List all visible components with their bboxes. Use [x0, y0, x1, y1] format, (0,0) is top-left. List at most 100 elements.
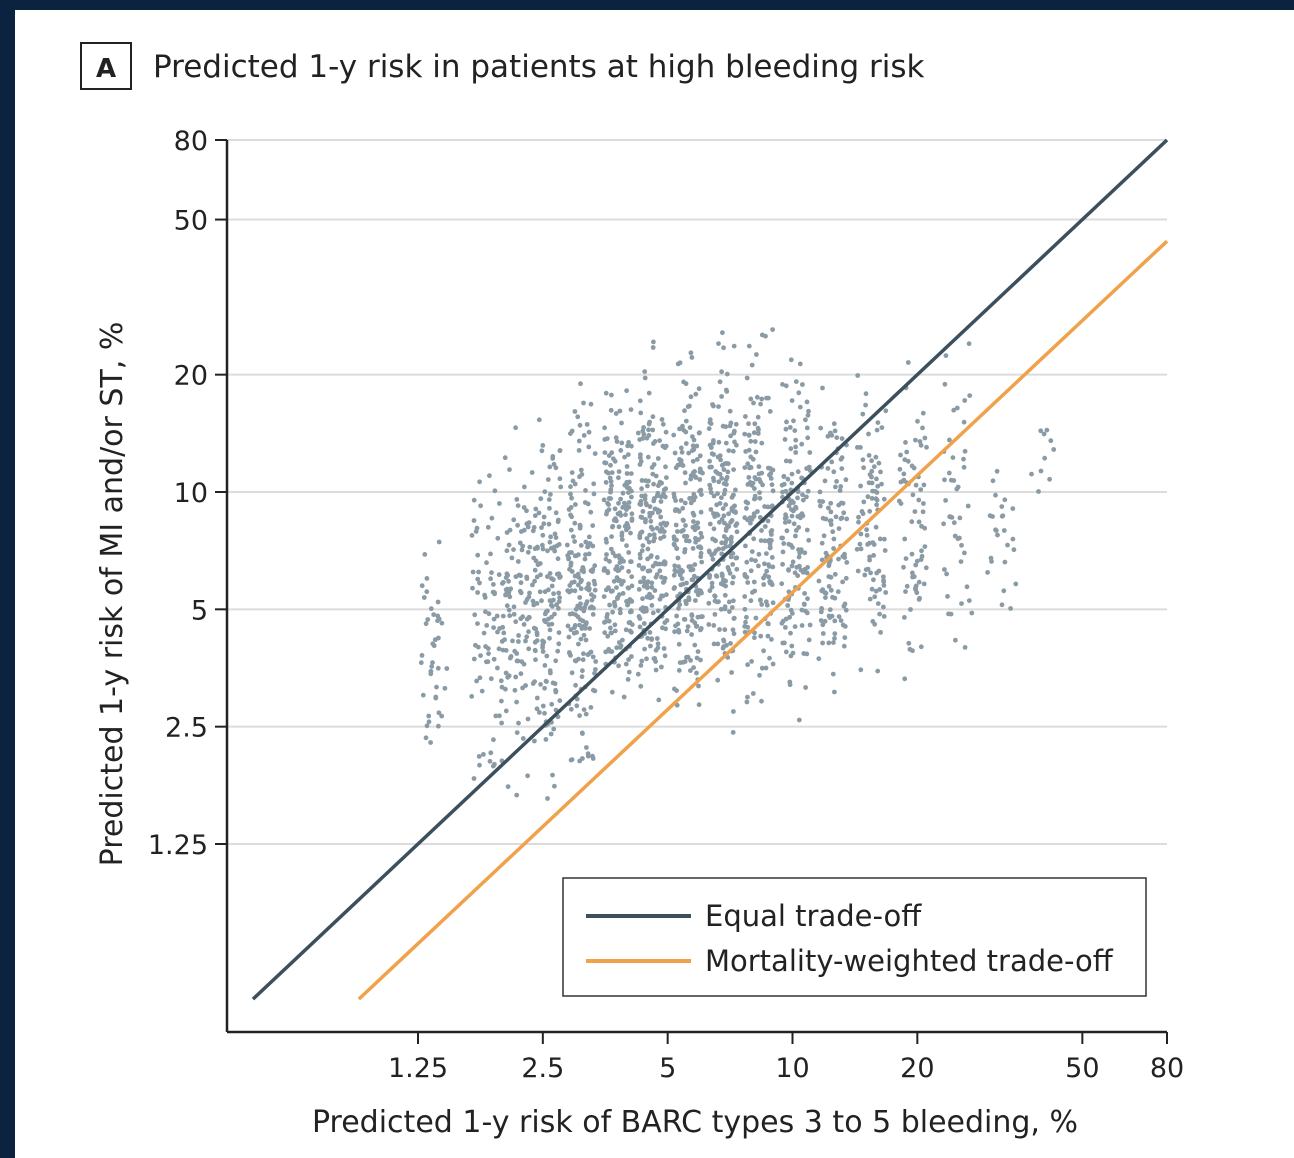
data-point-1699 — [819, 540, 825, 546]
data-point-48 — [491, 737, 496, 743]
data-point-442 — [580, 657, 586, 663]
data-point-1684 — [793, 379, 799, 384]
data-point-1146 — [693, 624, 699, 629]
data-point-691 — [608, 489, 613, 495]
data-point-255 — [556, 641, 562, 647]
data-point-1251 — [720, 506, 726, 511]
data-point-19 — [429, 664, 435, 669]
data-point-342 — [543, 678, 549, 684]
data-point-1472 — [769, 555, 775, 560]
data-point-215 — [525, 716, 531, 722]
data-point-1677 — [797, 361, 803, 367]
data-point-1889 — [875, 601, 881, 606]
data-point-1933 — [911, 574, 917, 579]
data-point-1351 — [716, 439, 722, 445]
data-point-1603 — [795, 489, 801, 495]
data-point-630 — [628, 559, 633, 565]
data-point-300 — [547, 635, 552, 641]
data-point-1528 — [745, 517, 750, 523]
data-point-1596 — [805, 412, 811, 418]
data-point-1161 — [697, 466, 703, 472]
data-point-1067 — [700, 614, 705, 619]
data-point-1164 — [696, 587, 701, 593]
data-point-568 — [629, 574, 635, 580]
data-point-1447 — [745, 580, 751, 585]
data-point-934 — [647, 630, 653, 635]
data-point-1437 — [745, 500, 751, 506]
data-point-464 — [572, 409, 578, 414]
data-point-1191 — [719, 369, 724, 375]
data-point-896 — [638, 502, 644, 507]
data-point-615 — [618, 496, 623, 502]
data-point-845 — [647, 504, 653, 509]
data-point-346 — [540, 642, 546, 648]
data-point-1804 — [854, 546, 860, 552]
data-point-563 — [624, 543, 629, 548]
data-point-608 — [626, 669, 632, 675]
data-point-636 — [604, 614, 610, 620]
data-point-1147 — [698, 627, 703, 633]
data-point-44 — [475, 576, 481, 582]
data-point-1292 — [712, 593, 717, 599]
data-point-38 — [430, 660, 435, 665]
data-point-1057 — [699, 534, 705, 540]
data-point-357 — [532, 679, 537, 684]
data-point-9 — [444, 666, 450, 671]
data-point-507 — [575, 414, 581, 420]
data-point-1945 — [904, 583, 910, 589]
y-tick-label-6: 80 — [174, 126, 208, 157]
data-point-284 — [533, 558, 539, 564]
data-point-1865 — [865, 494, 871, 500]
data-point-1443 — [758, 597, 763, 603]
data-point-1093 — [675, 555, 681, 561]
data-point-362 — [558, 484, 564, 490]
data-point-1912 — [898, 452, 903, 458]
data-point-1163 — [671, 536, 677, 542]
data-point-341 — [552, 531, 558, 537]
data-point-1958 — [913, 587, 918, 592]
data-point-1929 — [921, 482, 927, 488]
data-point-1907 — [918, 644, 924, 650]
data-point-2033 — [1044, 427, 1050, 433]
data-point-1631 — [789, 398, 795, 403]
data-point-417 — [577, 622, 582, 628]
data-point-695 — [626, 490, 631, 495]
data-point-1777 — [823, 595, 828, 600]
data-point-22 — [435, 618, 440, 624]
data-point-1116 — [686, 595, 692, 601]
data-point-801 — [648, 643, 653, 649]
data-point-418 — [565, 623, 571, 629]
data-point-936 — [655, 641, 661, 647]
data-point-1294 — [722, 627, 728, 633]
data-point-647 — [609, 392, 614, 398]
data-point-150 — [524, 634, 530, 640]
data-point-732 — [606, 470, 611, 476]
data-point-931 — [650, 427, 656, 433]
data-point-533 — [568, 706, 574, 712]
data-point-1094 — [681, 527, 686, 533]
y-axis-label: Predicted 1-y risk of MI and/or ST, % — [95, 322, 130, 867]
data-point-1225 — [733, 510, 738, 515]
data-point-8 — [420, 692, 426, 698]
data-point-100 — [492, 761, 497, 767]
data-point-1986 — [955, 536, 961, 542]
data-point-1142 — [693, 535, 698, 541]
data-point-1685 — [799, 441, 805, 447]
data-point-802 — [651, 481, 656, 487]
data-point-1532 — [749, 362, 755, 368]
data-point-1775 — [826, 505, 831, 511]
data-point-1000 — [688, 394, 694, 400]
data-point-1306 — [724, 371, 730, 377]
data-point-938 — [660, 625, 665, 631]
data-point-1842 — [857, 541, 863, 547]
data-point-1468 — [746, 421, 751, 427]
data-point-343 — [552, 611, 557, 617]
data-point-873 — [642, 369, 648, 374]
data-point-1856 — [867, 557, 872, 563]
data-point-180 — [513, 619, 519, 625]
data-point-769 — [641, 579, 647, 585]
data-point-1627 — [783, 649, 789, 655]
data-point-4 — [422, 552, 428, 557]
data-point-985 — [697, 477, 703, 482]
data-point-1663 — [805, 435, 811, 441]
